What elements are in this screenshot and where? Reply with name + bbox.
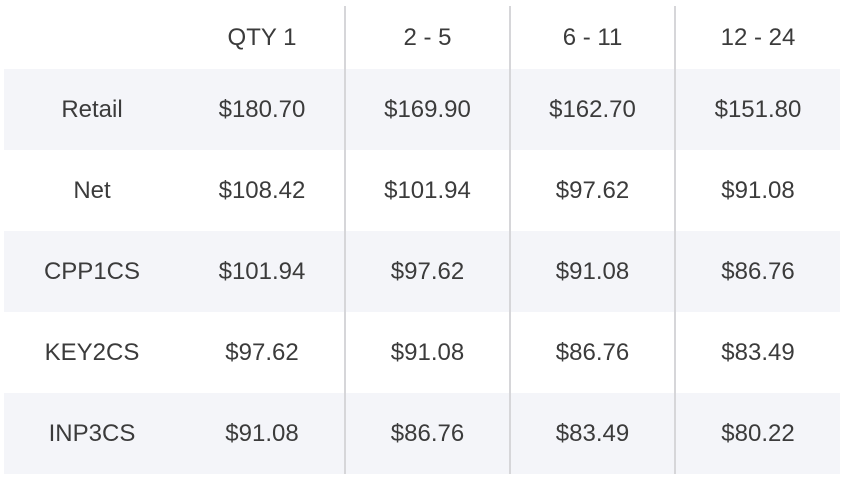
table-row-net: Net $108.42 $101.94 $97.62 $91.08 bbox=[4, 150, 840, 231]
price-cell: $86.76 bbox=[344, 393, 510, 474]
price-cell: $91.08 bbox=[180, 393, 345, 474]
pricing-table: QTY 1 2 - 5 6 - 11 12 - 24 Retail $180.7… bbox=[4, 6, 840, 474]
row-label: CPP1CS bbox=[4, 231, 180, 312]
row-label: KEY2CS bbox=[4, 312, 180, 393]
header-tier-qty-1: QTY 1 bbox=[227, 23, 297, 51]
header-corner-cell bbox=[4, 6, 180, 69]
pricing-table-body: Retail $180.70 $169.90 $162.70 $151.80 N… bbox=[4, 69, 840, 474]
price-cell: $97.62 bbox=[344, 231, 510, 312]
price-cell: $162.70 bbox=[509, 69, 675, 150]
pricing-table-header: QTY 1 2 - 5 6 - 11 12 - 24 bbox=[4, 6, 840, 69]
table-row-retail: Retail $180.70 $169.90 $162.70 $151.80 bbox=[4, 69, 840, 150]
price-cell: $151.80 bbox=[674, 69, 840, 150]
price-cell: $91.08 bbox=[674, 150, 840, 231]
price-cell: $80.22 bbox=[674, 393, 840, 474]
table-row-key2cs: KEY2CS $97.62 $91.08 $86.76 $83.49 bbox=[4, 312, 840, 393]
price-cell: $180.70 bbox=[180, 69, 345, 150]
header-tier-2-5: 2 - 5 bbox=[344, 6, 510, 69]
price-cell: $86.76 bbox=[674, 231, 840, 312]
price-cell: $83.49 bbox=[509, 393, 675, 474]
price-cell: $83.49 bbox=[674, 312, 840, 393]
row-label: Retail bbox=[4, 69, 180, 150]
price-cell: $97.62 bbox=[180, 312, 345, 393]
price-cell: $101.94 bbox=[344, 150, 510, 231]
row-label: Net bbox=[4, 150, 180, 231]
row-label: INP3CS bbox=[4, 393, 180, 474]
header-row: QTY 1 2 - 5 6 - 11 12 - 24 bbox=[4, 6, 840, 69]
price-cell: $108.42 bbox=[180, 150, 345, 231]
price-cell: $91.08 bbox=[344, 312, 510, 393]
price-cell: $91.08 bbox=[509, 231, 675, 312]
pricing-table-container: QTY 1 2 - 5 6 - 11 12 - 24 Retail $180.7… bbox=[4, 6, 840, 474]
table-row-cpp1cs: CPP1CS $101.94 $97.62 $91.08 $86.76 bbox=[4, 231, 840, 312]
price-cell: $97.62 bbox=[509, 150, 675, 231]
price-cell: $86.76 bbox=[509, 312, 675, 393]
table-row-inp3cs: INP3CS $91.08 $86.76 $83.49 $80.22 bbox=[4, 393, 840, 474]
price-cell: $169.90 bbox=[344, 69, 510, 150]
header-tier-12-24: 12 - 24 bbox=[674, 6, 840, 69]
header-tier-6-11: 6 - 11 bbox=[509, 6, 675, 69]
price-cell: $101.94 bbox=[180, 231, 345, 312]
